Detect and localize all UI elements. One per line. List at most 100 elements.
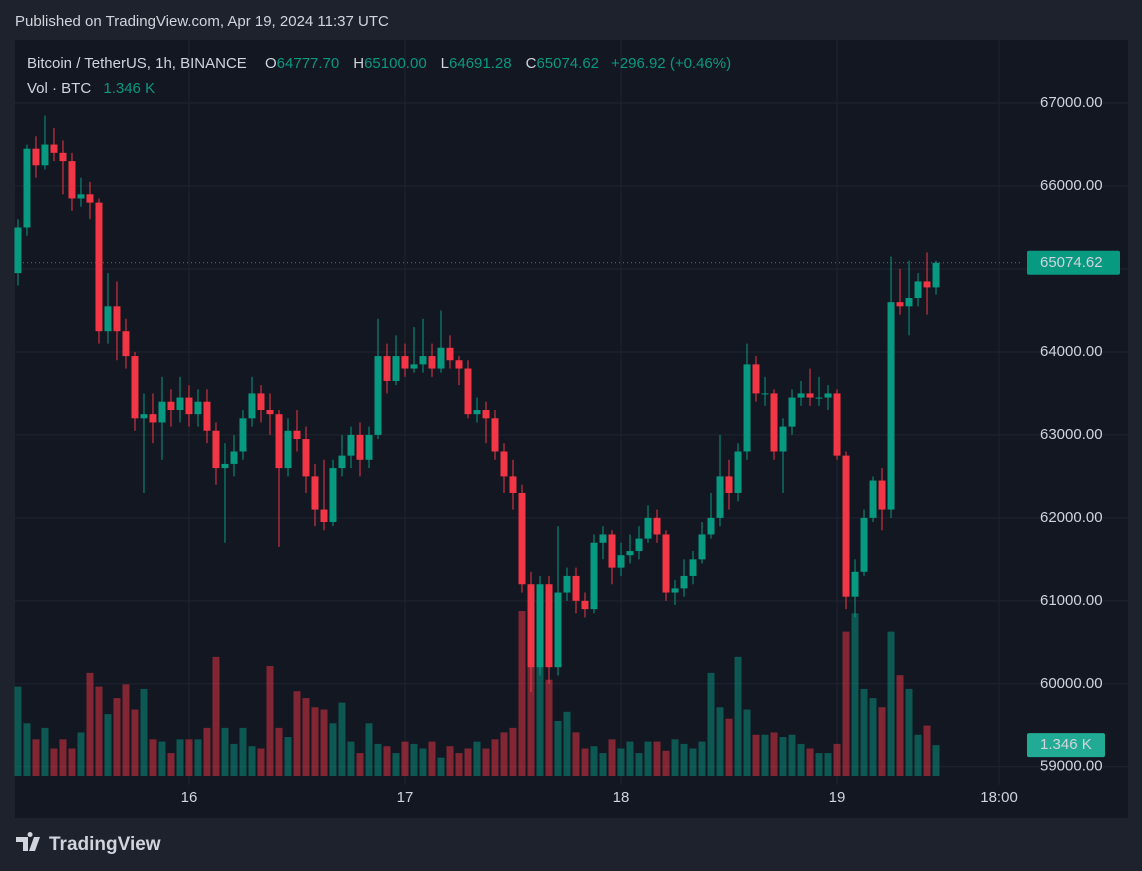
price-badge-label: 65074.62 bbox=[1040, 254, 1103, 271]
volume-bar bbox=[671, 739, 679, 776]
candle-body bbox=[617, 555, 625, 568]
volume-bar bbox=[689, 748, 697, 776]
candle-body bbox=[491, 418, 499, 452]
candle-body bbox=[662, 534, 670, 593]
candle-body bbox=[32, 148, 40, 166]
candle-body bbox=[581, 600, 589, 610]
legend-line: Bitcoin / TetherUS, 1h, BINANCE O64777.7… bbox=[27, 55, 731, 72]
legend-value: 65074.62 bbox=[536, 55, 599, 72]
legend-key: H bbox=[353, 55, 364, 72]
volume-bar bbox=[905, 688, 913, 776]
volume-bar bbox=[131, 709, 139, 776]
candle-body bbox=[23, 148, 31, 228]
volume-legend: Vol · BTC 1.346 K bbox=[27, 80, 155, 97]
candle-body bbox=[896, 302, 904, 307]
candle-body bbox=[932, 262, 940, 288]
candle-body bbox=[221, 463, 229, 469]
volume-bar bbox=[536, 643, 544, 776]
candle-body bbox=[329, 468, 337, 523]
candle-body bbox=[419, 356, 427, 365]
volume-bar bbox=[32, 739, 40, 776]
x-tick-label: 19 bbox=[829, 789, 846, 806]
candle-body bbox=[275, 414, 283, 469]
volume-bar bbox=[374, 743, 382, 776]
volume-bar bbox=[680, 743, 688, 776]
candle-body bbox=[833, 393, 841, 456]
candle-body bbox=[914, 281, 922, 299]
candle-body bbox=[797, 393, 805, 398]
price-badge bbox=[1027, 250, 1120, 275]
candle-body bbox=[851, 571, 859, 597]
volume-bar bbox=[41, 727, 49, 776]
volume-bar bbox=[590, 746, 598, 776]
volume-bar bbox=[311, 707, 319, 776]
candle-body bbox=[68, 161, 76, 199]
candle-body bbox=[194, 401, 202, 415]
candle-body bbox=[752, 364, 760, 394]
volume-bar bbox=[266, 666, 274, 776]
candle-body bbox=[905, 298, 913, 307]
volume-bar bbox=[86, 672, 94, 776]
volume-bar bbox=[482, 748, 490, 776]
candle-body bbox=[230, 451, 238, 464]
volume-bar bbox=[824, 753, 832, 776]
change: +296.92 (+0.46%) bbox=[611, 55, 731, 72]
candle-body bbox=[725, 476, 733, 493]
volume-bar bbox=[599, 753, 607, 776]
volume-bar bbox=[518, 611, 526, 776]
legend-key: C bbox=[526, 55, 537, 72]
ohlc-values: O64777.70 H65100.00 L64691.28 C65074.62 +296… bbox=[265, 55, 731, 72]
candle-body bbox=[842, 455, 850, 597]
candle-body bbox=[248, 393, 256, 419]
volume-bar bbox=[23, 723, 31, 776]
candle-body bbox=[671, 588, 679, 593]
candle-body bbox=[131, 356, 139, 419]
volume-bar bbox=[860, 688, 868, 776]
y-tick-label: 64000.00 bbox=[1040, 343, 1103, 360]
volume-bar bbox=[851, 613, 859, 776]
y-tick-label: 62000.00 bbox=[1040, 509, 1103, 526]
candle-body bbox=[779, 426, 787, 452]
candle-body bbox=[608, 534, 616, 568]
candle-body bbox=[869, 480, 877, 518]
volume-bar bbox=[455, 753, 463, 776]
candle-body bbox=[59, 152, 67, 162]
volume-bar bbox=[878, 707, 886, 776]
volume-bar bbox=[509, 727, 517, 776]
volume-bar bbox=[383, 746, 391, 776]
candle-body bbox=[923, 281, 931, 288]
candle-body bbox=[815, 397, 823, 399]
candle-body bbox=[788, 397, 796, 427]
volume-bar bbox=[788, 734, 796, 776]
volume-bar bbox=[554, 721, 562, 776]
volume-bar bbox=[572, 732, 580, 776]
candle-body bbox=[545, 584, 553, 668]
candle-body bbox=[50, 144, 58, 153]
candle-body bbox=[374, 356, 382, 435]
candle-body bbox=[140, 414, 148, 419]
volume-bar bbox=[797, 743, 805, 776]
volume-bar bbox=[221, 727, 229, 776]
volume-bar bbox=[473, 741, 481, 776]
volume-bar bbox=[59, 739, 67, 776]
y-tick-label: 61000.00 bbox=[1040, 592, 1103, 609]
volume-bar bbox=[770, 732, 778, 776]
candle-body bbox=[149, 414, 157, 423]
volume-bar bbox=[140, 688, 148, 776]
volume-bar bbox=[752, 734, 760, 776]
candle-body bbox=[347, 434, 355, 456]
candle-body bbox=[572, 575, 580, 601]
volume-bar bbox=[500, 732, 508, 776]
volume-bar bbox=[230, 743, 238, 776]
legend-key: O bbox=[265, 55, 277, 72]
legend-key: L bbox=[441, 55, 449, 72]
candle-body bbox=[320, 509, 328, 523]
volume-bar bbox=[914, 734, 922, 776]
candle-body bbox=[401, 356, 409, 369]
candle-body bbox=[824, 393, 832, 398]
volume-bar bbox=[293, 691, 301, 776]
y-tick-label: 63000.00 bbox=[1040, 426, 1103, 443]
volume-bar bbox=[419, 748, 427, 776]
x-tick-label: 18:00 bbox=[980, 789, 1018, 806]
